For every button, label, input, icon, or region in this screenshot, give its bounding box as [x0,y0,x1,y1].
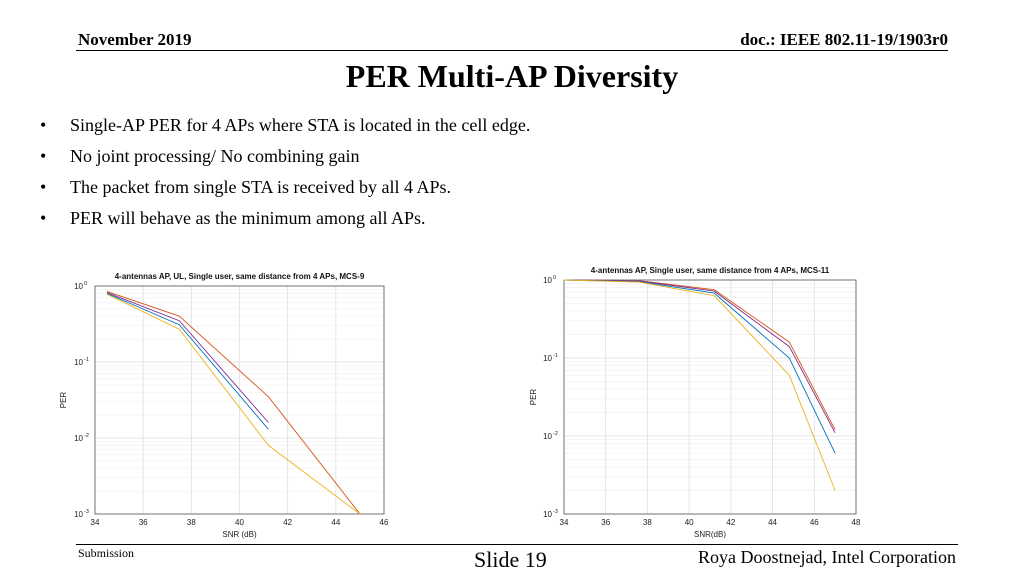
y-tick-label: 10 [543,432,552,441]
x-tick-label: 42 [283,518,292,527]
y-tick-exponent: -2 [84,433,89,439]
x-tick-label: 48 [852,518,861,527]
bullet-text: Single-AP PER for 4 APs where STA is loc… [70,115,531,135]
x-tick-label: 36 [601,518,610,527]
plot-frame [563,279,857,515]
y-tick-label: 10 [543,354,552,363]
bullet-dot: • [40,115,47,135]
x-tick-label: 38 [187,518,196,527]
x-tick-label: 46 [810,518,819,527]
x-tick-label: 44 [768,518,777,527]
y-tick-label: 10 [543,510,552,519]
y-tick-exponent: 0 [553,275,556,281]
bullet-item: • The packet from single STA is received … [40,172,530,203]
bullet-item: • Single-AP PER for 4 APs where STA is lo… [40,110,530,141]
series-line-2 [563,279,836,434]
y-tick-exponent: -1 [553,353,558,359]
footer-author: Roya Doostnejad, Intel Corporation [698,547,956,567]
x-tick-label: 38 [643,518,652,527]
x-tick-label: 44 [331,518,340,527]
bullet-item: • No joint processing/ No combining gain [40,141,530,172]
bullet-text: No joint processing/ No combining gain [70,146,360,166]
plot-area [564,280,856,514]
plot-frame [94,285,385,515]
y-axis-label: PER [529,389,538,406]
header-doc-id: doc.: IEEE 802.11-19/1903r0 [740,30,948,49]
x-tick-label: 40 [235,518,244,527]
y-tick-exponent: -1 [84,357,89,363]
bullet-item: • PER will behave as the minimum among al… [40,203,530,234]
bullet-text: The packet from single STA is received b… [70,177,451,197]
x-axis-label: SNR (dB) [222,530,257,539]
y-tick-label: 10 [74,434,83,443]
x-tick-label: 34 [91,518,100,527]
series-line-4 [106,293,361,515]
series-line-1 [106,290,361,515]
slide-number: Slide 19 [474,547,547,572]
y-tick-label: 10 [543,276,552,285]
chart-title: 4-antennas AP, Single user, same distanc… [591,266,830,275]
header-date: November 2019 [78,30,192,49]
header-rule [76,50,948,51]
chart-title: 4-antennas AP, UL, Single user, same dis… [115,272,365,281]
y-tick-exponent: -2 [553,431,558,437]
footer-submission: Submission [78,546,135,560]
y-axis-label: PER [59,392,68,409]
x-tick-label: 42 [726,518,735,527]
y-tick-label: 10 [74,358,83,367]
x-tick-label: 34 [560,518,569,527]
y-tick-label: 10 [74,282,83,291]
bullet-list: • Single-AP PER for 4 APs where STA is lo… [40,110,530,234]
bullet-dot: • [40,177,47,197]
y-tick-label: 10 [74,510,83,519]
y-tick-exponent: -3 [553,509,558,515]
x-tick-label: 46 [380,518,389,527]
x-axis-label: SNR(dB) [694,530,726,539]
y-tick-exponent: -3 [84,509,89,515]
x-tick-label: 36 [139,518,148,527]
bullet-dot: • [40,208,47,228]
series-line-2 [106,292,269,423]
y-tick-exponent: 0 [84,281,87,287]
footer-rule [76,544,958,545]
bullet-text: PER will behave as the minimum among all… [70,208,426,228]
series-line-3 [106,292,269,430]
slide-title: PER Multi-AP Diversity [345,58,679,94]
x-tick-label: 40 [685,518,694,527]
bullet-dot: • [40,146,47,166]
series-line-4 [563,279,836,491]
